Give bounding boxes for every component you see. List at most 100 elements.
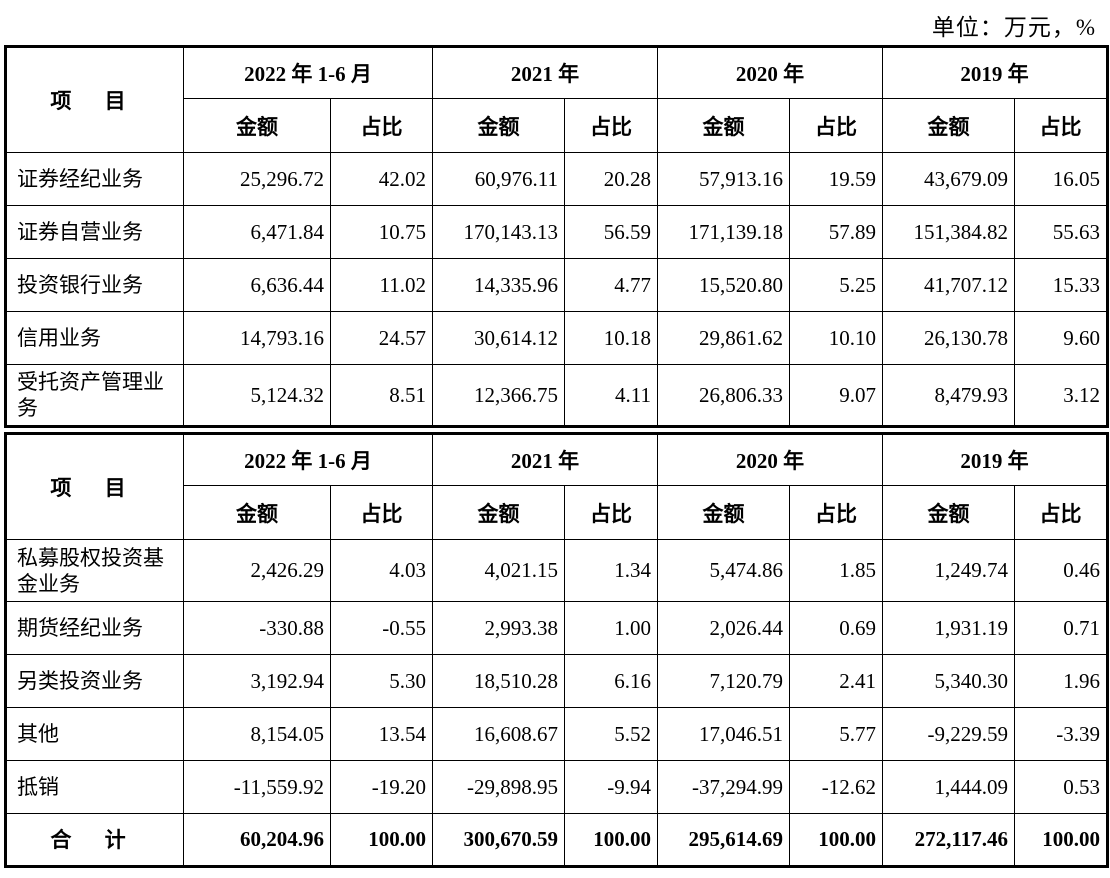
ratio-cell: 1.96 xyxy=(1014,654,1108,708)
ratio-cell: -0.55 xyxy=(330,601,433,655)
table-row: 私募股权投资基金业务 2,426.29 4.03 4,021.15 1.34 5,474.… xyxy=(5,539,1108,602)
total-cell: 100.00 xyxy=(789,813,883,867)
table-row: 期货经纪业务 -330.88 -0.55 2,993.38 1.00 2,026.44 0.… xyxy=(5,601,1108,655)
total-cell: 100.00 xyxy=(564,813,658,867)
ratio-cell: 10.10 xyxy=(789,311,883,365)
header-amount: 金额 xyxy=(183,98,331,153)
ratio-cell: 0.46 xyxy=(1014,539,1108,602)
header-ratio: 占比 xyxy=(564,485,658,540)
ratio-cell: 0.69 xyxy=(789,601,883,655)
ratio-cell: 2.41 xyxy=(789,654,883,708)
ratio-cell: 56.59 xyxy=(564,205,658,259)
header-ratio: 占比 xyxy=(1014,485,1108,540)
ratio-cell: 13.54 xyxy=(330,707,433,761)
ratio-cell: 4.11 xyxy=(564,364,658,427)
header-amount: 金额 xyxy=(882,98,1015,153)
ratio-cell: 16.05 xyxy=(1014,152,1108,206)
row-item-label: 抵销 xyxy=(5,760,184,814)
header-period: 2019 年 xyxy=(882,46,1108,99)
amount-cell: 3,192.94 xyxy=(183,654,331,708)
amount-cell: 17,046.51 xyxy=(657,707,790,761)
total-cell: 300,670.59 xyxy=(432,813,565,867)
header-amount: 金额 xyxy=(657,98,790,153)
ratio-cell: 9.07 xyxy=(789,364,883,427)
amount-cell: 7,120.79 xyxy=(657,654,790,708)
header-ratio: 占比 xyxy=(330,98,433,153)
total-cell: 295,614.69 xyxy=(657,813,790,867)
ratio-cell: 10.75 xyxy=(330,205,433,259)
row-item-label: 私募股权投资基金业务 xyxy=(5,539,184,602)
total-cell: 60,204.96 xyxy=(183,813,331,867)
amount-cell: 25,296.72 xyxy=(183,152,331,206)
amount-cell: 2,026.44 xyxy=(657,601,790,655)
header-period: 2022 年 1-6 月 xyxy=(183,46,433,99)
amount-cell: 12,366.75 xyxy=(432,364,565,427)
header-ratio: 占比 xyxy=(330,485,433,540)
amount-cell: 170,143.13 xyxy=(432,205,565,259)
table-row: 证券经纪业务 25,296.72 42.02 60,976.11 20.28 57,913… xyxy=(5,152,1108,206)
ratio-cell: 0.53 xyxy=(1014,760,1108,814)
ratio-cell: 19.59 xyxy=(789,152,883,206)
amount-cell: 18,510.28 xyxy=(432,654,565,708)
amount-cell: 5,340.30 xyxy=(882,654,1015,708)
header-ratio: 占比 xyxy=(564,98,658,153)
header-amount: 金额 xyxy=(882,485,1015,540)
ratio-cell: -19.20 xyxy=(330,760,433,814)
ratio-cell: -3.39 xyxy=(1014,707,1108,761)
ratio-cell: -12.62 xyxy=(789,760,883,814)
ratio-cell: 8.51 xyxy=(330,364,433,427)
amount-cell: 1,444.09 xyxy=(882,760,1015,814)
header-amount: 金额 xyxy=(183,485,331,540)
ratio-cell: 4.77 xyxy=(564,258,658,312)
header-period: 2020 年 xyxy=(657,46,883,99)
ratio-cell: 3.12 xyxy=(1014,364,1108,427)
header-period: 2019 年 xyxy=(882,433,1108,486)
header-period: 2021 年 xyxy=(432,433,658,486)
amount-cell: 1,931.19 xyxy=(882,601,1015,655)
header-ratio: 占比 xyxy=(789,98,883,153)
amount-cell: 5,124.32 xyxy=(183,364,331,427)
ratio-cell: 1.85 xyxy=(789,539,883,602)
amount-cell: 2,993.38 xyxy=(432,601,565,655)
row-item-label: 证券经纪业务 xyxy=(5,152,184,206)
table-row: 其他 8,154.05 13.54 16,608.67 5.52 17,046.51 5.7… xyxy=(5,707,1108,761)
total-cell: 100.00 xyxy=(330,813,433,867)
header-item: 项 目 xyxy=(5,433,184,540)
amount-cell: 43,679.09 xyxy=(882,152,1015,206)
amount-cell: 1,249.74 xyxy=(882,539,1015,602)
table-row: 受托资产管理业务 5,124.32 8.51 12,366.75 4.11 26,806.… xyxy=(5,364,1108,427)
header-period: 2020 年 xyxy=(657,433,883,486)
amount-cell: 8,154.05 xyxy=(183,707,331,761)
ratio-cell: 11.02 xyxy=(330,258,433,312)
ratio-cell: 20.28 xyxy=(564,152,658,206)
table-row: 抵销 -11,559.92 -19.20 -29,898.95 -9.94 -37,294… xyxy=(5,760,1108,814)
amount-cell: 171,139.18 xyxy=(657,205,790,259)
table-row: 另类投资业务 3,192.94 5.30 18,510.28 6.16 7,120.79 2… xyxy=(5,654,1108,708)
ratio-cell: 5.52 xyxy=(564,707,658,761)
header-period: 2022 年 1-6 月 xyxy=(183,433,433,486)
ratio-cell: -9.94 xyxy=(564,760,658,814)
amount-cell: -11,559.92 xyxy=(183,760,331,814)
unit-label: 单位：万元，% xyxy=(931,15,1096,40)
table-row: 投资银行业务 6,636.44 11.02 14,335.96 4.77 15,520.8… xyxy=(5,258,1108,312)
ratio-cell: 15.33 xyxy=(1014,258,1108,312)
ratio-cell: 4.03 xyxy=(330,539,433,602)
header-amount: 金额 xyxy=(432,485,565,540)
ratio-cell: 24.57 xyxy=(330,311,433,365)
amount-cell: 5,474.86 xyxy=(657,539,790,602)
row-item-label: 期货经纪业务 xyxy=(5,601,184,655)
table1-body: 证券经纪业务 25,296.72 42.02 60,976.11 20.28 57,913… xyxy=(5,152,1108,427)
header-ratio: 占比 xyxy=(1014,98,1108,153)
revenue-table-part-2: 项 目 2022 年 1-6 月 2021 年 2020 年 2019 年 金额… xyxy=(4,432,1109,868)
row-item-label: 受托资产管理业务 xyxy=(5,364,184,427)
ratio-cell: 0.71 xyxy=(1014,601,1108,655)
amount-cell: 26,130.78 xyxy=(882,311,1015,365)
ratio-cell: 9.60 xyxy=(1014,311,1108,365)
row-item-label: 其他 xyxy=(5,707,184,761)
ratio-cell: 42.02 xyxy=(330,152,433,206)
row-item-label: 证券自营业务 xyxy=(5,205,184,259)
amount-cell: 16,608.67 xyxy=(432,707,565,761)
ratio-cell: 5.25 xyxy=(789,258,883,312)
amount-cell: 15,520.80 xyxy=(657,258,790,312)
ratio-cell: 6.16 xyxy=(564,654,658,708)
